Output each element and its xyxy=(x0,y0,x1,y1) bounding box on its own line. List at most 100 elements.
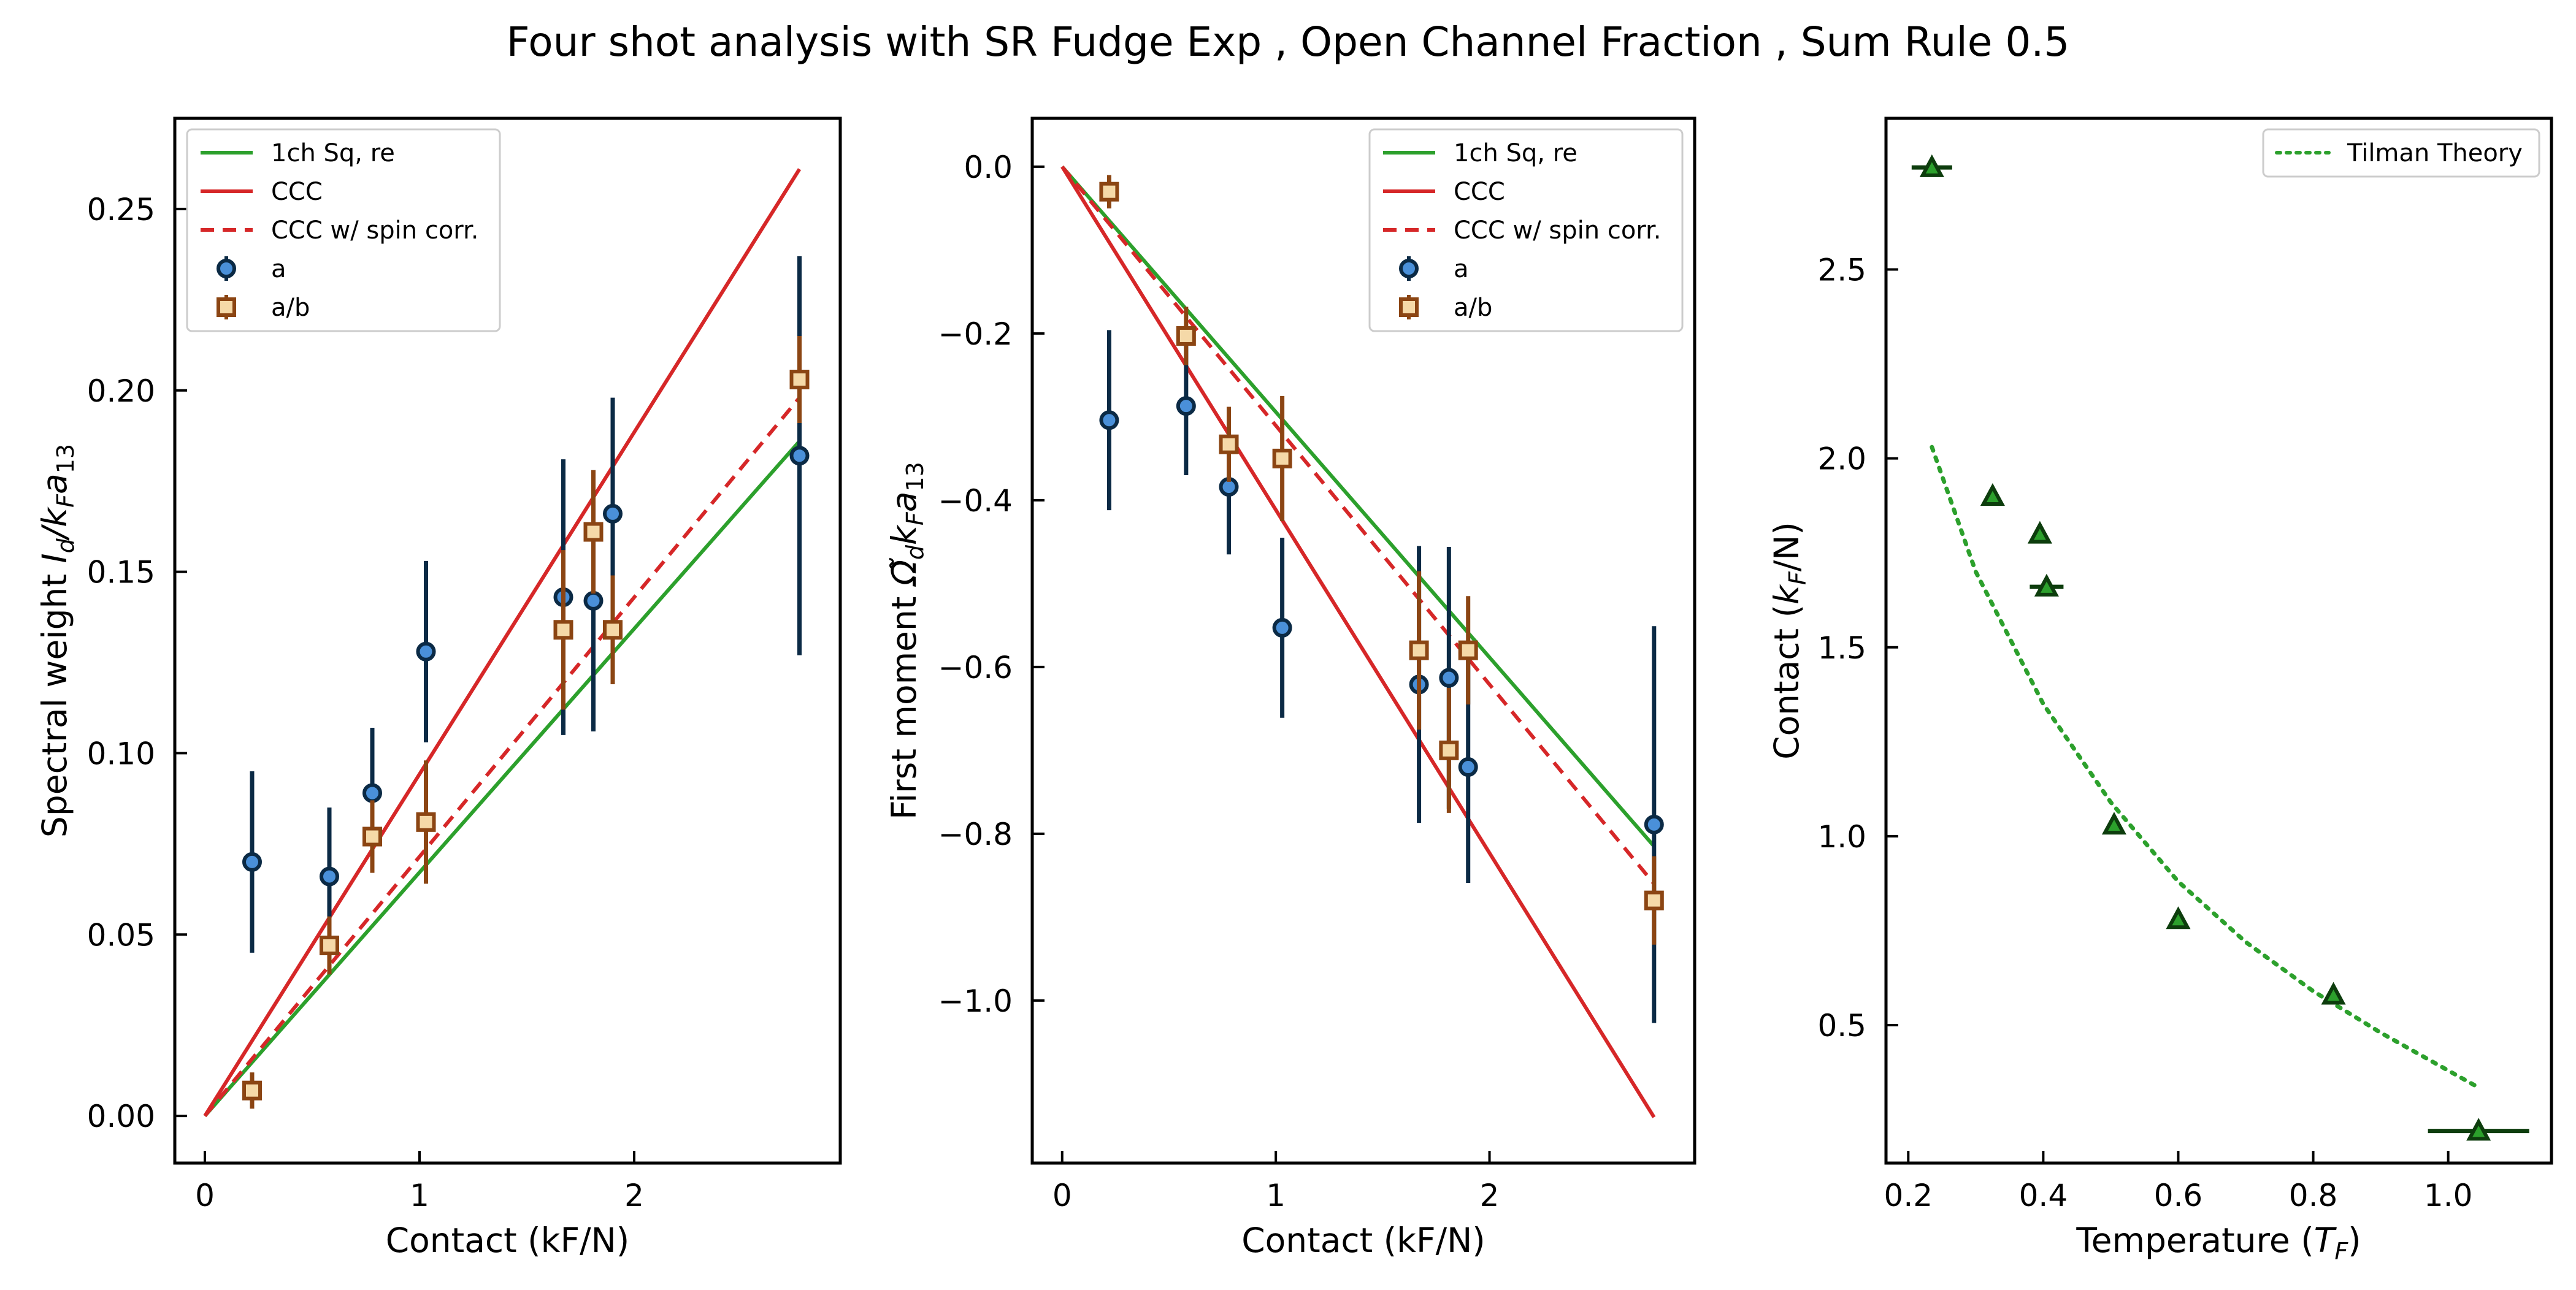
legend-label: CCC w/ spin corr. xyxy=(271,216,479,245)
y-axis-label: Spectral weight Id/kFa13 xyxy=(35,444,79,838)
legend-label: a/b xyxy=(271,294,310,322)
contact-data-point xyxy=(1919,154,1944,177)
data-point-a xyxy=(1439,668,1459,688)
data-point-a xyxy=(603,503,623,524)
y-tick-label: −0.8 xyxy=(938,817,1013,852)
legend-label: CCC xyxy=(1454,178,1505,206)
data-point-a xyxy=(789,446,810,466)
data-point-a-b xyxy=(583,522,604,542)
legend-marker xyxy=(217,259,236,278)
theory-line xyxy=(1060,166,1656,1118)
data-point-a xyxy=(416,641,436,662)
x-axis-label: Temperature (TF) xyxy=(2076,1221,2361,1265)
y-tick-label: −0.6 xyxy=(938,650,1013,685)
y-tick-label: 0.05 xyxy=(87,917,155,953)
x-tick-label: 0.4 xyxy=(2019,1178,2068,1213)
figure-title: Four shot analysis with SR Fudge Exp , O… xyxy=(506,18,2070,66)
x-tick-label: 0.6 xyxy=(2154,1178,2203,1213)
y-tick-label: 2.5 xyxy=(1817,253,1866,288)
y-tick-label: −0.4 xyxy=(938,483,1013,519)
data-point-a-b xyxy=(242,1080,262,1101)
y-tick-label: 0.10 xyxy=(87,736,155,771)
y-tick-label: 0.0 xyxy=(964,150,1013,185)
legend-label: 1ch Sq, re xyxy=(1454,139,1577,167)
data-point-a xyxy=(362,783,382,803)
data-point-a-b xyxy=(320,936,339,955)
axes-frame xyxy=(1030,116,1696,1165)
data-point-a xyxy=(1099,410,1119,430)
x-tick-label: 0.2 xyxy=(1884,1178,1933,1213)
x-tick-label: 2 xyxy=(624,1178,644,1213)
data-point-a-b xyxy=(603,620,623,640)
x-axis-label: Contact (kF/N) xyxy=(386,1221,630,1260)
data-point-a-b xyxy=(1219,434,1239,454)
contact-data-point xyxy=(2321,982,2346,1005)
x-tick-label: 0 xyxy=(1052,1178,1072,1213)
data-point-a-b xyxy=(1409,640,1429,660)
data-point-a-b xyxy=(1439,740,1459,760)
x-tick-label: 0.8 xyxy=(2289,1178,2338,1213)
legend-marker xyxy=(1399,259,1419,278)
data-point-a xyxy=(1458,757,1478,777)
contact-data-point xyxy=(2466,1118,2491,1141)
data-point-a xyxy=(583,590,604,611)
contact-data-point xyxy=(1980,483,2005,506)
theory-line xyxy=(203,396,801,1117)
legend-label: Tilman Theory xyxy=(2347,139,2523,167)
data-point-a-b xyxy=(1644,890,1664,910)
theory-line xyxy=(203,168,802,1117)
data-point-a-b xyxy=(362,826,382,847)
data-point-a-b xyxy=(789,370,810,389)
tilman-theory-curve xyxy=(1930,445,2478,1088)
panel-contact-vs-temperature: 0.2 0.4 0.6 0.8 1.0 0.5 1.0 1.5 2.0 2.5 Temperatur… xyxy=(1767,116,2553,1265)
legend-marker xyxy=(217,297,236,317)
axes-frame xyxy=(173,116,842,1165)
data-point-a-b xyxy=(1272,448,1292,468)
legend-label: 1ch Sq, re xyxy=(271,139,395,167)
y-tick-label: −1.0 xyxy=(938,983,1013,1019)
x-axis-label: Contact (kF/N) xyxy=(1241,1221,1485,1260)
legend-label: a xyxy=(1454,255,1469,283)
data-point-a-b xyxy=(1458,640,1478,660)
x-tick-label: 1 xyxy=(1266,1178,1286,1213)
data-point-a-b xyxy=(416,812,436,832)
legend-label: CCC w/ spin corr. xyxy=(1454,216,1662,245)
y-tick-label: 0.00 xyxy=(87,1099,155,1134)
data-point-a-b xyxy=(1176,326,1196,346)
legend-marker xyxy=(1399,297,1419,317)
legend xyxy=(2262,128,2540,178)
y-tick-label: 0.20 xyxy=(87,373,155,409)
y-tick-label: 0.5 xyxy=(1817,1008,1866,1044)
x-tick-label: 1 xyxy=(410,1178,429,1213)
y-axis-label: First moment Ω̃dkFa13 xyxy=(884,462,929,820)
data-point-a xyxy=(320,866,339,887)
axes-frame xyxy=(1884,116,2553,1165)
y-tick-label: −0.2 xyxy=(938,316,1013,352)
x-tick-label: 1.0 xyxy=(2424,1178,2473,1213)
legend-label: CCC xyxy=(271,178,323,206)
y-axis-label: Contact (kF/N) xyxy=(1767,522,1811,760)
legend-label: a xyxy=(271,255,286,283)
theory-line xyxy=(1060,165,1656,848)
contact-data-point xyxy=(2027,521,2052,544)
data-point-a-b xyxy=(553,620,573,640)
data-point-a xyxy=(1644,814,1664,834)
panel-spectral-weight: 0 1 2 0.00 0.05 0.10 0.15 0.20 0.25 Contact (kF/N… xyxy=(35,116,842,1260)
y-tick-label: 1.5 xyxy=(1817,630,1866,666)
theory-line xyxy=(203,440,801,1118)
x-tick-label: 0 xyxy=(195,1178,215,1213)
data-point-a-b xyxy=(1099,181,1119,202)
contact-data-point xyxy=(2166,906,2191,929)
y-tick-label: 2.0 xyxy=(1817,441,1866,477)
x-tick-label: 2 xyxy=(1480,1178,1500,1213)
theory-line xyxy=(1060,165,1656,885)
legend xyxy=(1368,128,1684,332)
y-tick-label: 0.25 xyxy=(87,192,155,227)
data-point-a xyxy=(1272,617,1292,638)
contact-data-point xyxy=(2101,812,2126,835)
y-tick-label: 1.0 xyxy=(1817,819,1866,855)
y-tick-label: 0.15 xyxy=(87,555,155,590)
data-point-a xyxy=(242,852,262,872)
